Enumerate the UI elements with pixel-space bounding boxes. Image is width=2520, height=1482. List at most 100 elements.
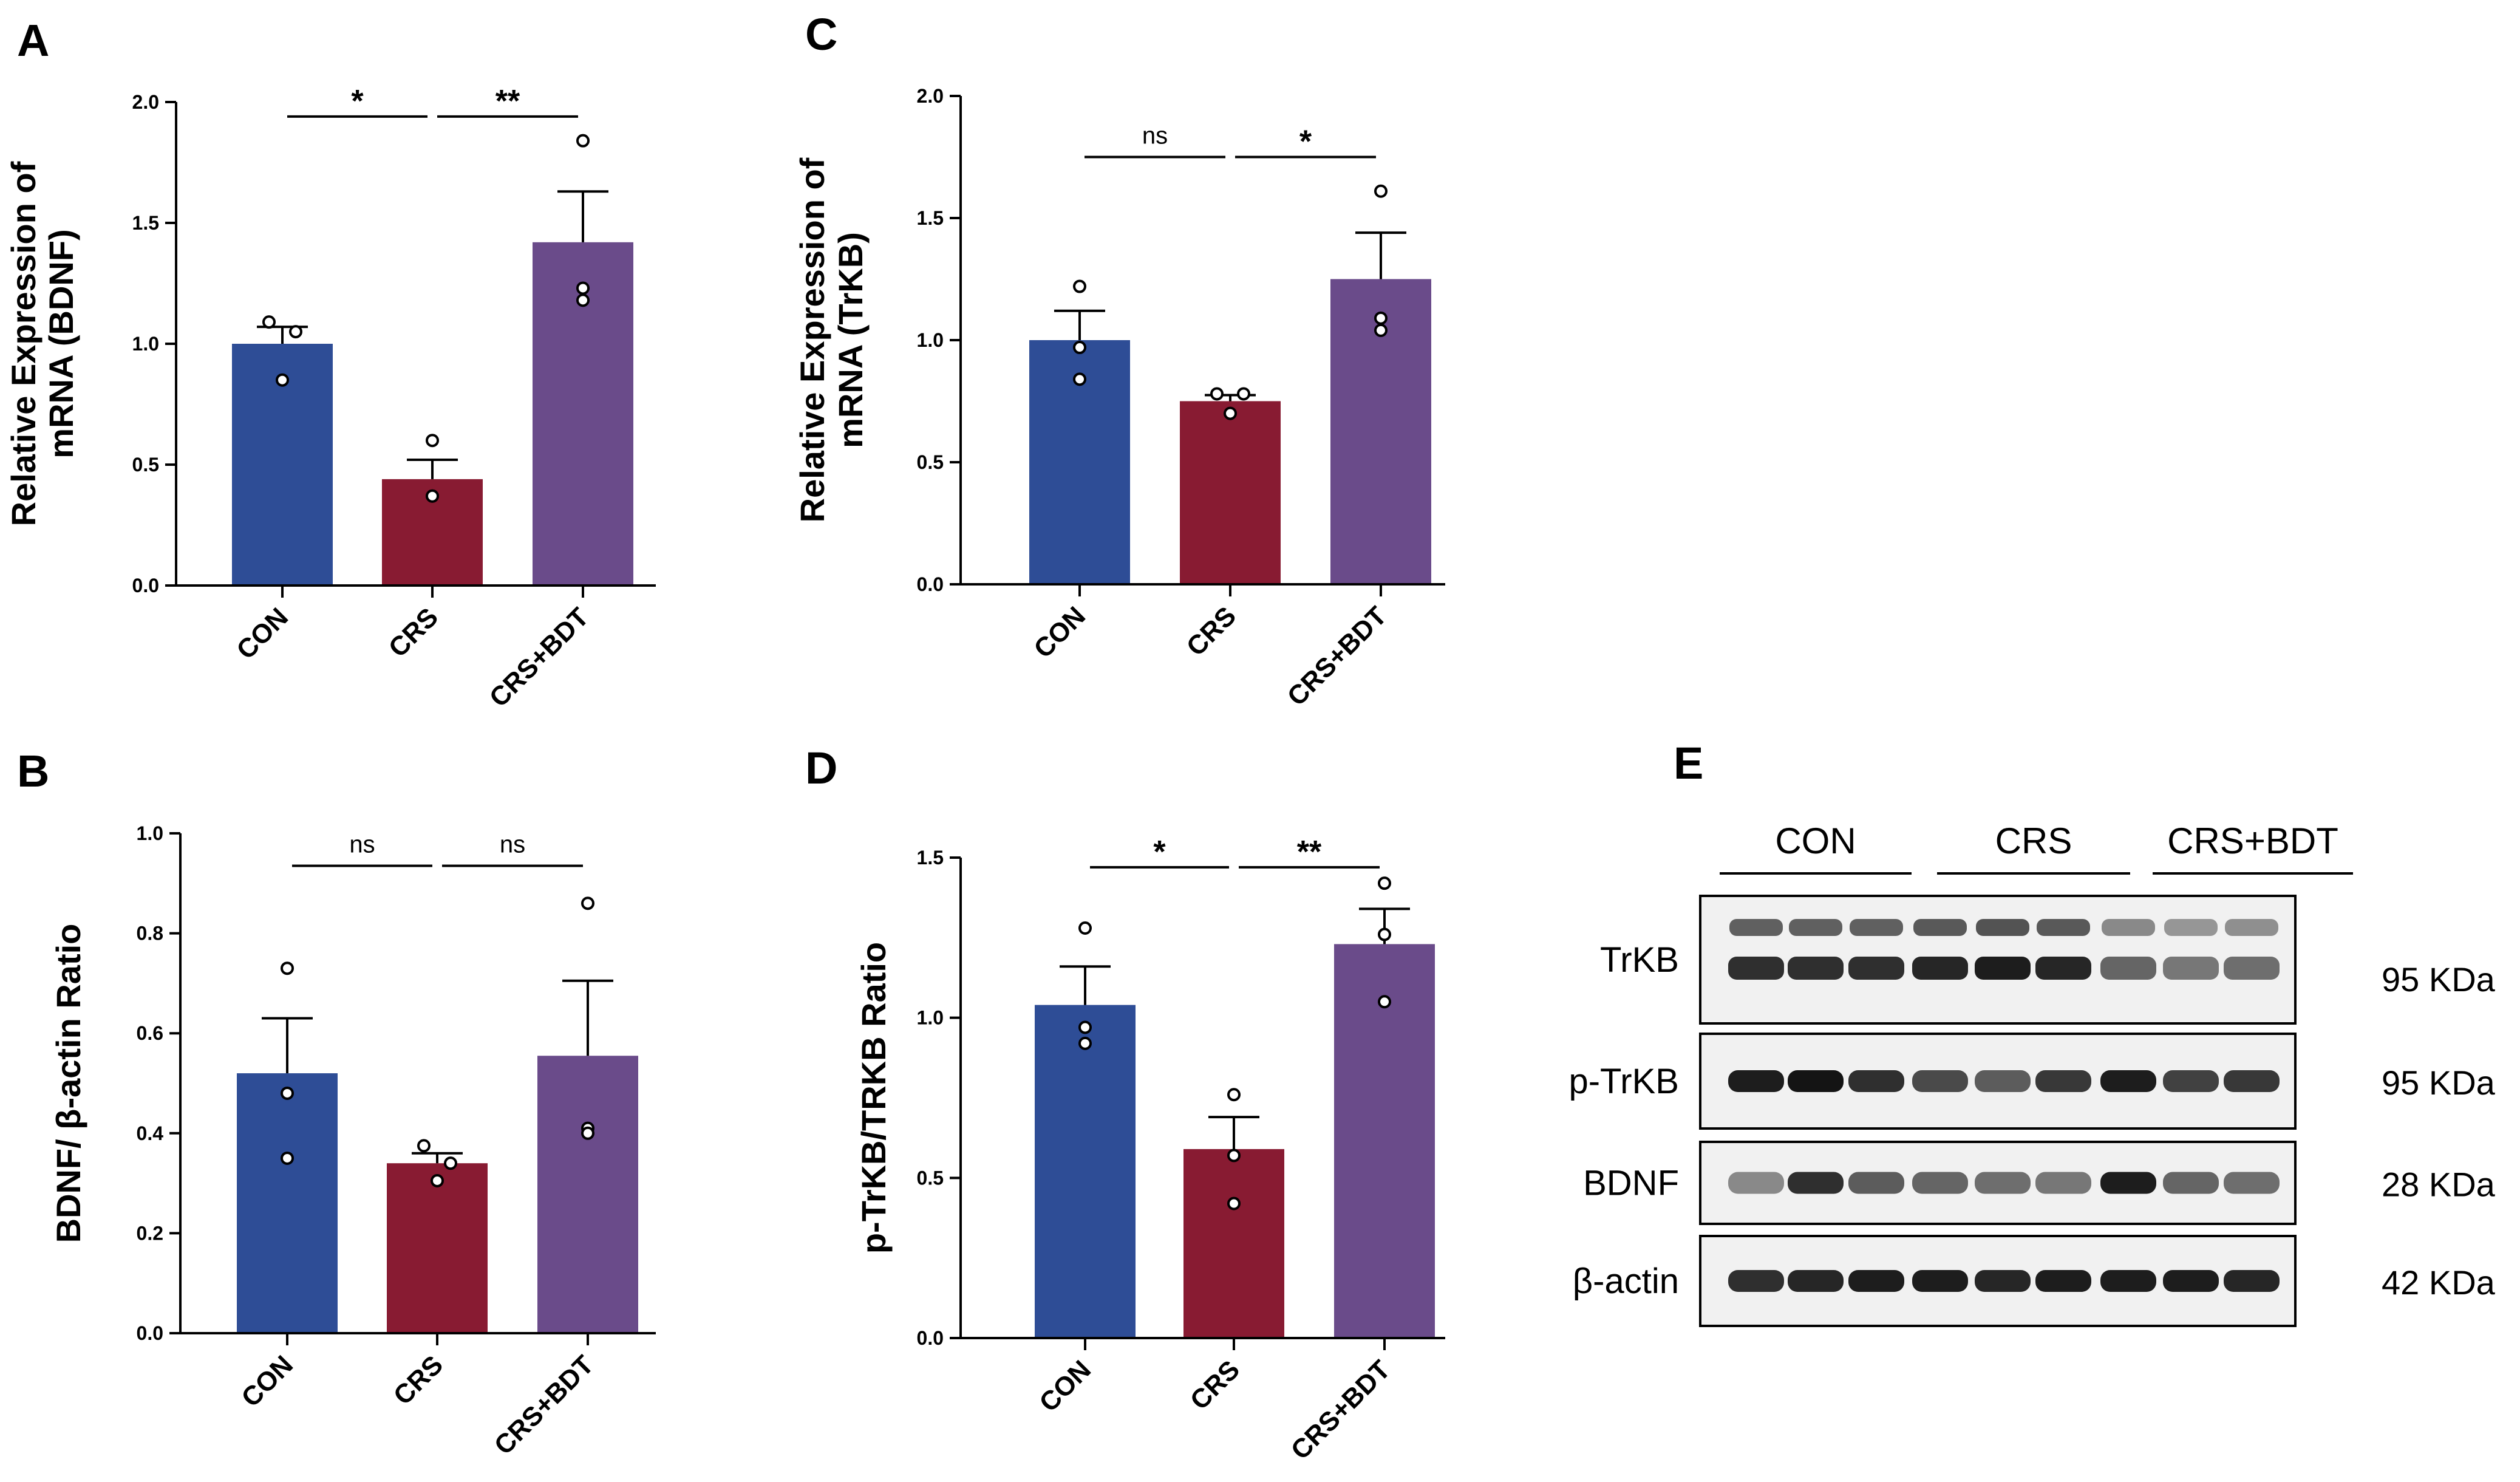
blot-band (1848, 1070, 1904, 1092)
panel-letter-e: E (1674, 738, 1703, 788)
blot-band (2035, 957, 2091, 980)
blot-band (2224, 1070, 2280, 1092)
blot-row-kda: 28 KDa (2382, 1166, 2496, 1204)
panel-letter-a: A (17, 15, 49, 66)
x-tick-label: CRS+BDT (484, 602, 595, 713)
blot-row-label: BDNF (1583, 1164, 1679, 1203)
blot-band (1975, 957, 2031, 980)
blot-band (2035, 1070, 2091, 1092)
data-point (1378, 927, 1391, 941)
blot-band (1788, 1070, 1844, 1092)
blot-band (1848, 957, 1904, 980)
x-tick-label: CRS+BDT (489, 1350, 600, 1461)
blot-row-label: TrKB (1600, 940, 1679, 980)
y-tick-label: 2.0 (917, 85, 944, 107)
y-tick-label: 0.5 (132, 454, 159, 476)
x-tick-label: CON (1028, 601, 1091, 664)
x-tick-label: CRS (383, 602, 444, 663)
chart-panel-b: B BDNF/ β-actin Ratio CON CRS CRS+BDT 0.0 0.2 0… (17, 746, 656, 1461)
data-point (262, 315, 276, 329)
y-tick-label: 1.0 (137, 822, 163, 844)
y-axis-title-line-1: Relative Expression of (4, 161, 43, 526)
x-tick-label: CRS (388, 1350, 449, 1410)
blot-band (1912, 957, 1968, 980)
significance-label: ns (500, 831, 525, 858)
bar-crs-bdt (1334, 944, 1435, 1338)
bar-crs (1180, 401, 1281, 584)
y-tick-label: 0.0 (917, 1327, 944, 1349)
y-tick-label: 1.0 (132, 333, 159, 355)
y-tick-label: 0.6 (137, 1022, 163, 1044)
y-tick-label: 0.8 (137, 923, 163, 944)
blot-row-label: p-TrKB (1568, 1062, 1679, 1101)
data-point (417, 1139, 431, 1153)
blot-row-trkb: TrKB 95 KDa (1600, 895, 2496, 1025)
bar-crs (1183, 1149, 1284, 1338)
blot-band (1728, 1270, 1784, 1292)
blot-group-label: CRS (1995, 821, 2072, 861)
x-tick-label: CON (1034, 1354, 1097, 1418)
blot-band (1788, 1172, 1844, 1194)
y-axis-title-line-2: mRNA (TrKB) (831, 232, 870, 448)
data-point (431, 1173, 444, 1187)
blot-band (2224, 1270, 2280, 1292)
data-point (1227, 1149, 1241, 1163)
x-tick-label: CRS+BDT (1282, 601, 1393, 712)
blot-band (2224, 957, 2280, 980)
blot-row-bdnf: BDNF 28 KDa (1583, 1141, 2496, 1225)
panel-letter-c: C (805, 9, 837, 60)
blot-band (2100, 1172, 2156, 1194)
blot-band (1975, 1172, 2031, 1194)
bar-crs-bdt (537, 1056, 638, 1333)
blot-band (2037, 919, 2090, 936)
blot-band (1976, 919, 2029, 936)
y-axis-title-line-1: BDNF/ β-actin Ratio (49, 924, 87, 1243)
panel-letter-b: B (17, 746, 49, 796)
blot-band (1728, 1070, 1784, 1092)
data-point (581, 896, 594, 910)
data-point (1374, 323, 1388, 337)
x-tick-label: CRS (1181, 601, 1242, 661)
data-point (576, 281, 590, 295)
blot-band (2164, 919, 2218, 936)
data-point (1078, 1036, 1092, 1050)
data-point (426, 434, 439, 448)
y-tick-label: 2.0 (132, 91, 159, 113)
chart-panel-c: C Relative Expression of mRNA (TrKB) CON CRS… (793, 9, 1445, 712)
data-point (581, 1126, 594, 1140)
data-point (1210, 387, 1224, 401)
data-point (1073, 372, 1086, 386)
blot-row-kda: 95 KDa (2382, 1064, 2496, 1102)
blot-row-kda: 95 KDa (2382, 960, 2496, 999)
western-blot-panel-e: E CON CRS CRS+BDT TrKB 95 KDa p-TrKB 95 KDa BDNF… (1568, 738, 2496, 1327)
blot-band (2035, 1270, 2091, 1292)
x-tick-label: CRS+BDT (1286, 1354, 1397, 1466)
significance-label: * (1299, 125, 1312, 160)
data-point (1224, 406, 1237, 420)
y-tick-label: 1.0 (917, 1007, 944, 1029)
bar-con (1035, 1005, 1136, 1338)
data-point (1227, 1197, 1241, 1211)
blot-band (1975, 1070, 2031, 1092)
data-point (276, 373, 289, 387)
data-point (444, 1156, 457, 1170)
panel-letter-d: D (805, 743, 837, 793)
x-tick-label: CON (231, 602, 294, 665)
x-tick-label: CON (236, 1350, 299, 1413)
y-tick-label: 0.0 (132, 575, 159, 596)
y-tick-label: 0.5 (917, 451, 944, 473)
data-point (289, 325, 302, 339)
blot-band (1729, 919, 1783, 936)
significance-label: * (1153, 835, 1166, 870)
y-axis-title-line-1: p-TrKB/TRKB Ratio (854, 942, 893, 1254)
y-tick-label: 0.2 (137, 1222, 163, 1244)
data-point (1378, 995, 1391, 1009)
y-tick-label: 0.5 (917, 1167, 944, 1189)
blot-band (1912, 1070, 1968, 1092)
data-point (1374, 311, 1388, 325)
blot-row-kda: 42 KDa (2382, 1263, 2496, 1302)
data-point (1078, 1020, 1092, 1034)
y-tick-label: 1.0 (917, 329, 944, 351)
blot-band (2100, 957, 2156, 980)
